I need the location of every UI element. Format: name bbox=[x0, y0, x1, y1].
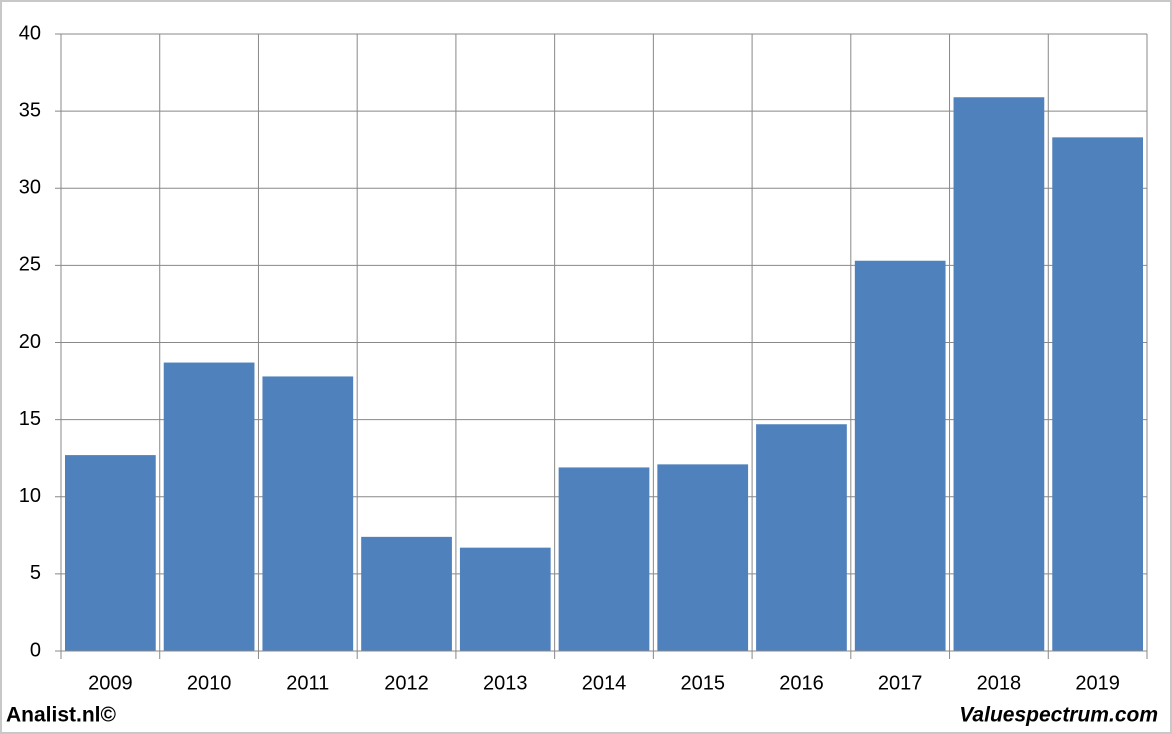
x-tick-label: 2013 bbox=[483, 672, 528, 694]
x-tick-label: 2019 bbox=[1075, 672, 1120, 694]
bar bbox=[854, 260, 946, 651]
bar bbox=[1052, 137, 1143, 651]
bar bbox=[262, 376, 354, 651]
x-tick-label: 2018 bbox=[977, 672, 1022, 694]
y-tick-label: 20 bbox=[19, 331, 41, 353]
y-tick-label: 5 bbox=[30, 562, 41, 584]
bar bbox=[361, 536, 452, 651]
y-tick-label: 40 bbox=[19, 22, 41, 44]
x-tick-label: 2015 bbox=[680, 672, 725, 694]
y-tick-label: 35 bbox=[19, 99, 41, 121]
footer-right: Valuespectrum.com bbox=[959, 704, 1158, 727]
x-tick-label: 2014 bbox=[582, 672, 627, 694]
footer-left: Analist.nl© bbox=[6, 704, 117, 727]
y-tick-label: 30 bbox=[19, 177, 41, 199]
bar bbox=[756, 424, 847, 651]
bar bbox=[657, 464, 749, 651]
bar bbox=[65, 455, 156, 651]
bar bbox=[459, 547, 551, 651]
y-tick-label: 15 bbox=[19, 408, 41, 430]
x-tick-label: 2017 bbox=[878, 672, 923, 694]
x-tick-label: 2009 bbox=[88, 672, 133, 694]
y-tick-label: 0 bbox=[30, 639, 41, 661]
bar bbox=[953, 97, 1045, 652]
x-tick-label: 2016 bbox=[779, 672, 824, 694]
bar bbox=[163, 362, 255, 651]
bar bbox=[558, 467, 650, 651]
x-tick-label: 2010 bbox=[187, 672, 232, 694]
x-tick-label: 2011 bbox=[286, 672, 329, 694]
y-tick-label: 25 bbox=[19, 254, 41, 276]
x-tick-label: 2012 bbox=[384, 672, 429, 694]
y-tick-label: 10 bbox=[19, 485, 41, 507]
